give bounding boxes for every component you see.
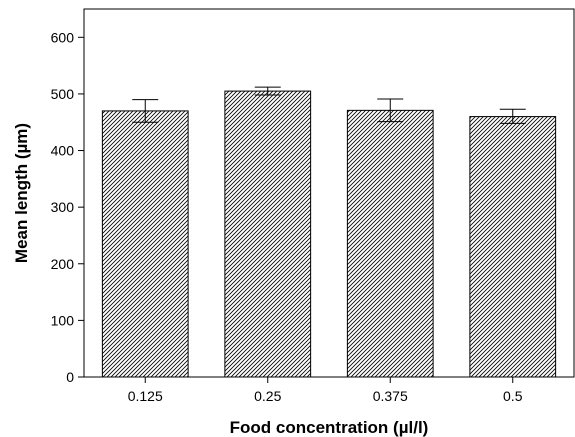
x-axis: 0.125 0.25 0.375 0.5	[128, 377, 523, 404]
bar	[346, 109, 434, 378]
bar	[101, 110, 189, 378]
x-tick-label: 0.125	[128, 388, 163, 404]
y-tick-label: 600	[51, 29, 75, 45]
x-tick-label: 0.375	[373, 388, 408, 404]
y-tick-label: 100	[51, 312, 75, 328]
y-tick-label: 400	[51, 143, 75, 159]
x-tick-label: 0.25	[254, 388, 281, 404]
y-tick-label: 300	[51, 199, 75, 215]
y-axis-title: Mean length (µm)	[12, 123, 31, 263]
y-axis: 0 100 200 300 400 500 600	[51, 29, 84, 385]
x-tick-label: 0.5	[503, 388, 523, 404]
bar	[469, 116, 557, 378]
y-tick-label: 200	[51, 256, 75, 272]
x-axis-title: Food concentration (µl/l)	[230, 418, 429, 437]
bar	[224, 90, 312, 378]
y-tick-label: 0	[66, 369, 74, 385]
plot-frame	[83, 8, 575, 378]
y-tick-label: 500	[51, 86, 75, 102]
bars-layer	[101, 86, 557, 378]
